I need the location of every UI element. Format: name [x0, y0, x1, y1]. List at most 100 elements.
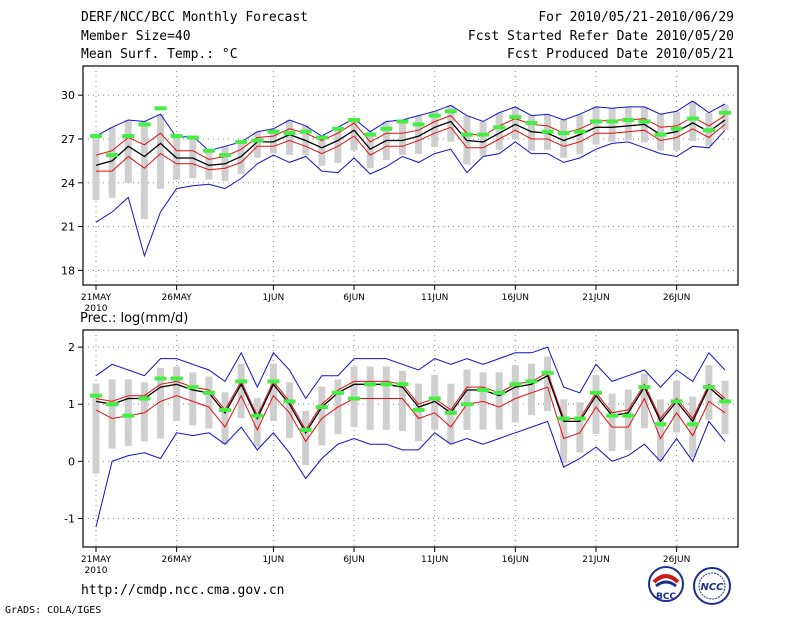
deterministic-marker: [638, 385, 651, 390]
deterministic-marker: [638, 119, 651, 124]
deterministic-marker: [283, 399, 296, 404]
deterministic-marker: [493, 125, 506, 130]
deterministic-marker: [670, 399, 683, 404]
deterministic-marker: [589, 390, 602, 395]
deterministic-marker: [606, 413, 619, 418]
grads-credit: GrADS: COLA/IGES: [5, 605, 102, 616]
plot-frame: [82, 329, 739, 548]
y-tick-label: 24: [61, 177, 75, 190]
deterministic-marker: [719, 110, 731, 115]
deterministic-marker: [444, 410, 457, 415]
deterministic-marker: [686, 422, 699, 427]
deterministic-marker: [622, 118, 635, 123]
mean-plus-sd-line: [95, 115, 726, 160]
x-tick-label: 1JUN: [263, 293, 285, 303]
spread-box: [689, 396, 697, 458]
x-tick-label: 26MAY: [162, 293, 193, 303]
deterministic-marker: [589, 119, 602, 124]
x-tick-label: 1JUN: [263, 555, 285, 565]
spread-box: [237, 363, 245, 419]
spread-box: [592, 375, 600, 434]
spread-box: [544, 356, 552, 412]
deterministic-marker: [364, 132, 377, 137]
deterministic-marker: [90, 393, 102, 398]
spread-box: [431, 375, 439, 430]
spread-box: [108, 379, 116, 449]
min-line: [95, 129, 726, 258]
spread-box: [269, 363, 277, 422]
mean-plus-sd-line: [95, 372, 726, 431]
top-panel-variable: Mean Surf. Temp.: °C: [81, 47, 238, 62]
deterministic-marker: [170, 376, 183, 381]
deterministic-marker: [622, 413, 635, 418]
deterministic-marker: [299, 427, 312, 432]
spread-box: [221, 392, 229, 445]
deterministic-marker: [654, 422, 667, 427]
x-tick-label: 6JUN: [343, 293, 365, 303]
deterministic-marker: [380, 382, 393, 387]
deterministic-marker: [235, 139, 248, 144]
spread-box: [318, 386, 326, 446]
spread-box: [705, 365, 713, 420]
deterministic-marker: [702, 385, 715, 390]
spread-box: [205, 376, 213, 429]
deterministic-marker: [331, 390, 344, 395]
mean-line: [95, 374, 726, 435]
deterministic-marker: [654, 132, 667, 137]
spread-box: [415, 115, 423, 155]
forecast-period: For 2010/05/21-2010/06/29: [538, 10, 734, 25]
deterministic-marker: [90, 134, 102, 139]
spread-box: [157, 367, 165, 439]
deterministic-marker: [315, 405, 328, 410]
spread-box: [608, 108, 616, 142]
spread-box: [511, 365, 519, 423]
deterministic-marker: [573, 129, 586, 134]
spread-box: [124, 379, 132, 446]
deterministic-marker: [348, 118, 361, 123]
deterministic-marker: [396, 382, 409, 387]
x-tick-label: 16JUN: [502, 555, 529, 565]
source-url: http://cmdp.ncc.cma.gov.cn: [81, 583, 285, 598]
deterministic-marker: [315, 135, 328, 140]
deterministic-marker: [606, 119, 619, 124]
ncc-logo-text: NCC: [700, 582, 724, 593]
spread-box: [157, 114, 165, 189]
spread-box: [108, 127, 116, 198]
spread-box: [511, 106, 519, 140]
mean-minus-sd-line: [95, 386, 726, 443]
deterministic-marker: [477, 387, 490, 392]
bcc-logo-text: BCC: [656, 592, 676, 602]
deterministic-marker: [122, 413, 135, 418]
deterministic-marker: [267, 129, 280, 134]
deterministic-marker: [509, 382, 522, 387]
deterministic-marker: [541, 370, 554, 375]
x-tick-label: 21JUN: [582, 293, 609, 303]
x-tick-label: 16JUN: [502, 293, 529, 303]
spread-box: [253, 397, 261, 447]
x-tick-label: 26JUN: [663, 293, 690, 303]
spread-box: [431, 111, 439, 147]
deterministic-marker: [138, 122, 151, 127]
spread-box: [592, 107, 600, 145]
deterministic-marker: [106, 402, 119, 407]
deterministic-marker: [396, 119, 409, 124]
x-tick-label: 26MAY: [162, 555, 193, 565]
deterministic-marker: [106, 153, 119, 158]
spread-box: [350, 118, 358, 151]
plot-frame: [82, 65, 739, 286]
deterministic-marker: [138, 396, 151, 401]
deterministic-marker: [509, 115, 522, 120]
spread-box: [447, 105, 455, 142]
deterministic-marker: [428, 396, 441, 401]
spread-box: [318, 136, 326, 166]
spread-box: [527, 363, 535, 416]
deterministic-marker: [686, 116, 699, 121]
deterministic-marker: [557, 131, 570, 136]
deterministic-marker: [557, 416, 570, 421]
spread-box: [124, 120, 132, 184]
y-tick-label: 18: [61, 264, 75, 277]
spread-box: [302, 410, 310, 466]
spread-box: [527, 115, 535, 151]
deterministic-marker: [412, 122, 425, 127]
